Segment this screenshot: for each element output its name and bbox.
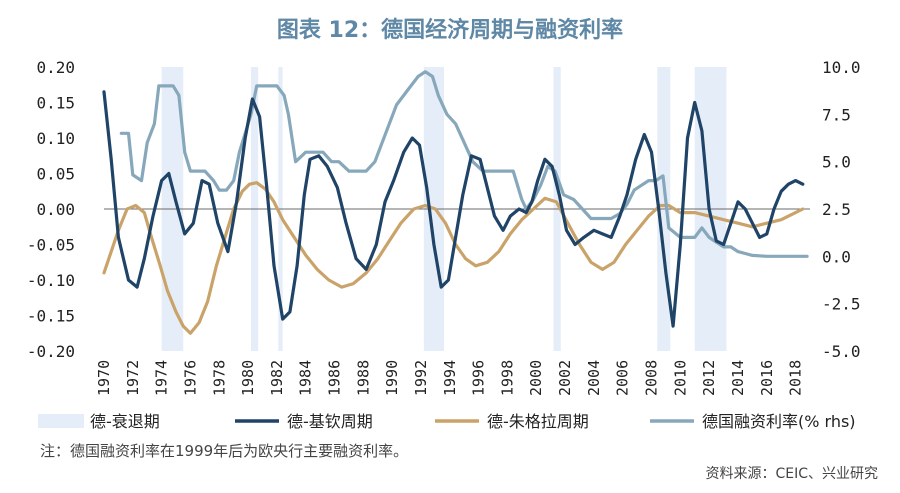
x-tick-label: 1976 [181,360,199,396]
x-tick-label: 2010 [671,360,689,396]
y-left-tick-label: 0.20 [36,58,75,77]
y-left-tick-label: 0.00 [36,200,75,219]
x-tick-label: 2004 [585,360,603,396]
axes: 0.20 0.15 0.10 0.05 0.00 -0.05 -0.10 -0.15 -0.20… [27,58,861,396]
x-tick-label: 2016 [758,360,776,396]
y-left-tick-label: -0.15 [27,307,75,326]
x-tick-label: 1988 [354,360,372,396]
x-tick-label: 2012 [700,360,718,396]
y-right-tick-label: 0.0 [822,247,851,266]
y-right-tick-label: 7.5 [822,105,851,124]
legend-label: 德-基钦周期 [287,412,373,431]
chart-source: 资料来源：CEIC、兴业研究 [705,466,878,482]
chart-note: 注：德国融资利率在1999年后为欧央行主要融资利率。 [40,442,409,460]
y-left-tick-label: 0.15 [36,94,75,113]
legend-swatch [38,414,84,428]
x-tick-label: 2008 [643,360,661,396]
x-tick-label: 2002 [556,360,574,396]
x-tick-label: 2014 [729,360,747,396]
x-tick-label: 1994 [441,360,459,396]
x-tick-label: 2000 [527,360,545,396]
y-left-tick-label: 0.10 [36,129,75,148]
x-tick-label: 1990 [383,360,401,396]
y-right-tick-label: -5.0 [822,342,861,361]
x-tick-label: 1998 [498,360,516,396]
y-left-tick-label: -0.05 [27,236,75,255]
x-tick-label: 1980 [239,360,257,396]
x-tick-label: 1986 [326,360,344,396]
x-tick-label: 2018 [787,360,805,396]
chart-title: 图表 12：德国经济周期与融资利率 [276,18,624,43]
series-lines [102,70,809,335]
y-right-tick-label: 2.5 [822,200,851,219]
y-left-tick-label: 0.05 [36,165,75,184]
legend: 德-衰退期 德-基钦周期 德-朱格拉周期 德国融资利率(% rhs) [38,412,856,431]
x-tick-label: 1972 [124,360,142,396]
series-line-0 [102,90,805,328]
legend-label: 德国融资利率(% rhs) [702,412,856,431]
x-tick-label: 1982 [268,360,286,396]
series-line-1 [102,181,805,335]
x-tick-label: 2006 [614,360,632,396]
legend-label: 德-衰退期 [90,412,160,431]
y-left-tick-label: -0.20 [27,342,75,361]
x-tick-label: 1970 [95,360,113,396]
series-line-2 [119,70,809,258]
y-right-tick-label: 10.0 [822,58,861,77]
x-tick-label: 1996 [470,360,488,396]
y-left-tick-label: -0.10 [27,271,75,290]
y-right-tick-label: 5.0 [822,153,851,172]
x-tick-label: 1984 [297,360,315,396]
chart-svg: 0.20 0.15 0.10 0.05 0.00 -0.05 -0.10 -0.15 -0.20… [27,58,861,431]
x-tick-label: 1974 [153,360,171,396]
x-tick-label: 1992 [412,360,430,396]
x-tick-label: 1978 [210,360,228,396]
y-right-tick-label: -2.5 [822,295,861,314]
legend-label: 德-朱格拉周期 [487,412,589,431]
